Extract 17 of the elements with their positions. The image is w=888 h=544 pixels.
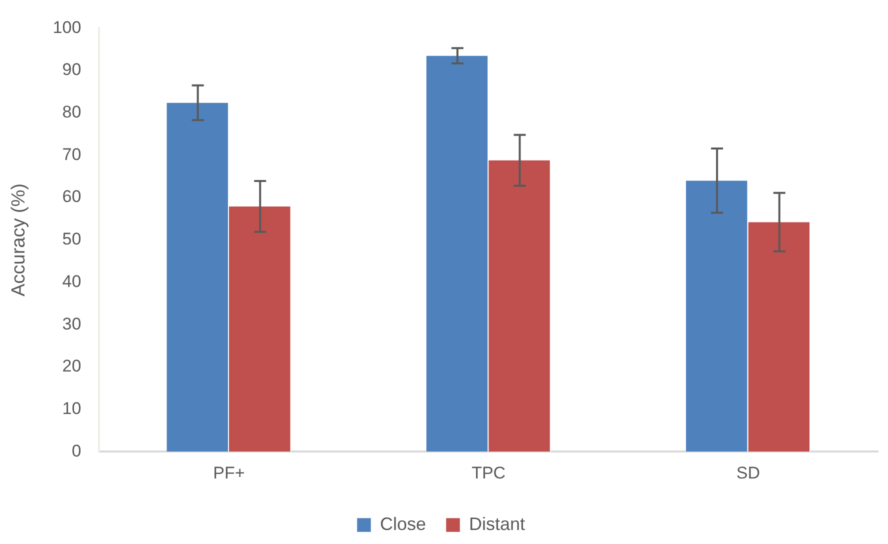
y-tick-label: 20	[62, 356, 82, 376]
y-tick-label: 0	[72, 441, 82, 460]
y-tick-label: 80	[62, 102, 82, 122]
y-tick-label: 60	[62, 187, 82, 206]
legend-label: Distant	[469, 514, 526, 534]
y-tick-label: 90	[62, 60, 82, 80]
x-tick-label: SD	[736, 463, 760, 482]
legend-label: Close	[380, 514, 426, 534]
y-tick-label: 30	[62, 314, 82, 334]
y-tick-label: 10	[62, 398, 82, 418]
y-tick-label: 50	[62, 230, 82, 249]
y-axis-title: Accuracy (%)	[8, 183, 30, 296]
y-tick-label: 40	[62, 272, 82, 291]
y-tick-label: 70	[62, 144, 82, 164]
y-tick-label: 100	[52, 18, 82, 37]
x-tick-label: TPC	[472, 463, 506, 482]
x-tick-label: PF+	[213, 463, 245, 482]
